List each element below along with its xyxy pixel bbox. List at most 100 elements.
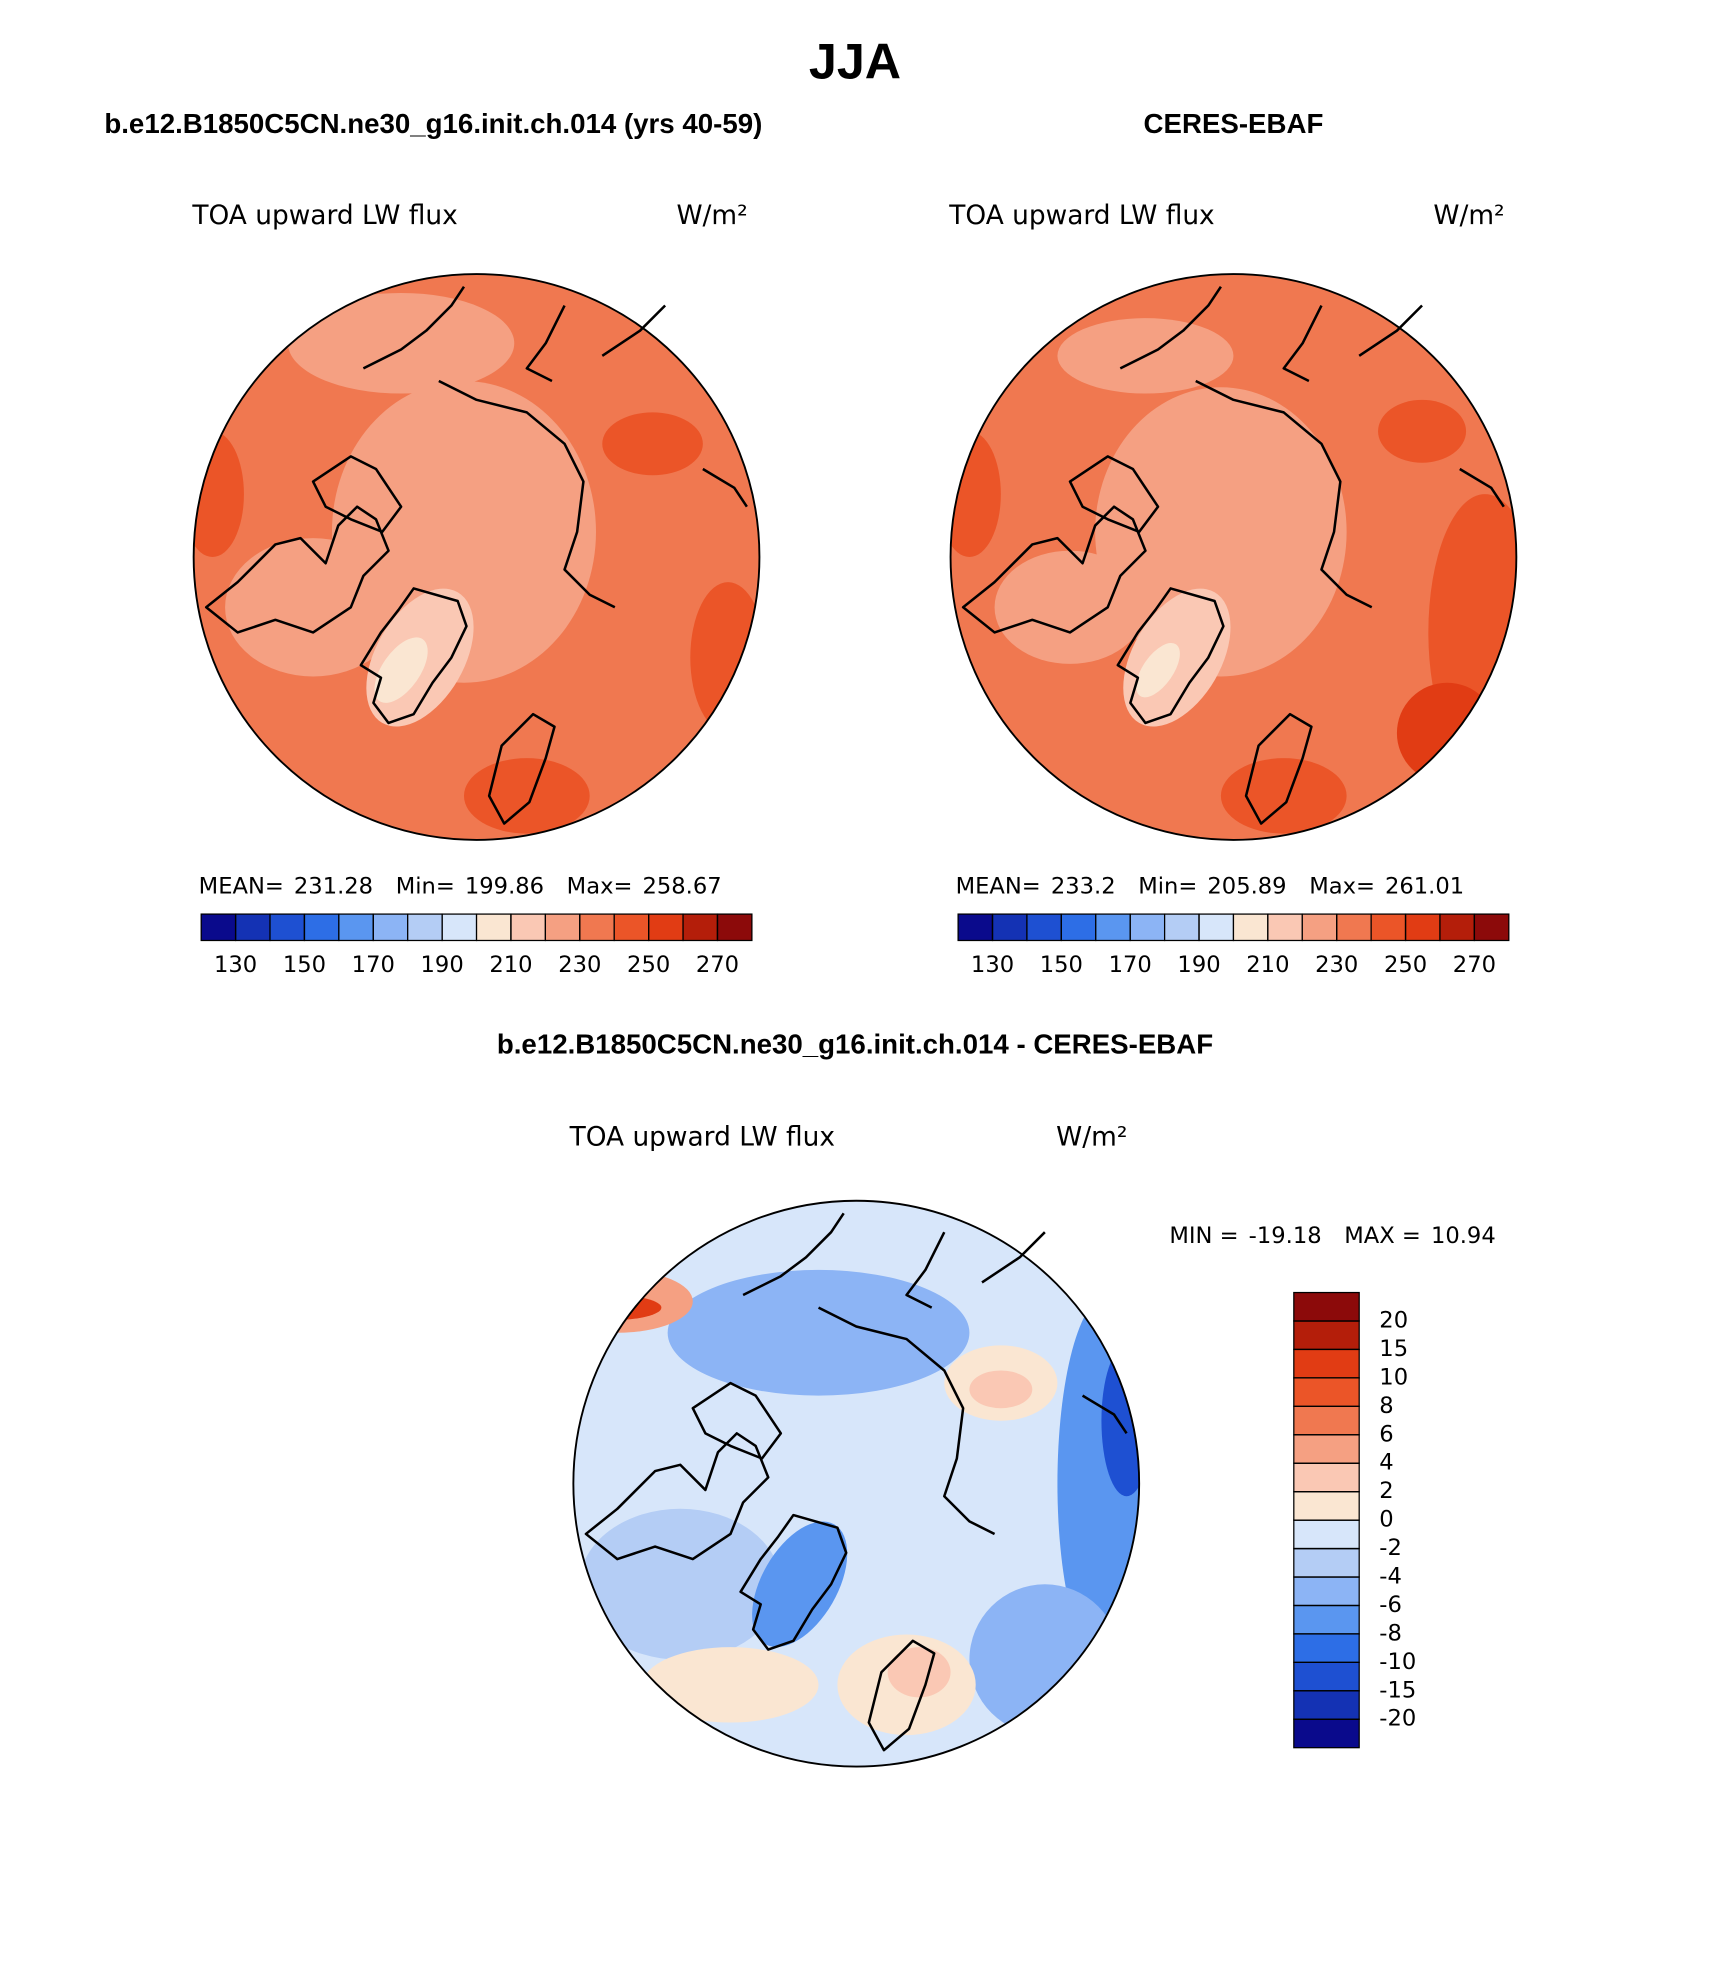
colorbar-label: 20 (1379, 1307, 1408, 1333)
colorbar-box (1293, 1661, 1360, 1692)
stat-label: MAX = (1344, 1222, 1421, 1248)
colorbar-label: -10 (1379, 1649, 1416, 1675)
stat-value: 258.67 (642, 873, 721, 899)
colorbar-box (303, 913, 340, 942)
colorbar-box (338, 913, 374, 942)
map-difference (572, 1199, 1141, 1768)
colorbar-box (1293, 1377, 1360, 1407)
colorbar-box (991, 913, 1028, 942)
stat-label: MEAN= (956, 873, 1041, 899)
colorbar-label: 150 (1040, 952, 1083, 978)
colorbar-box (613, 913, 650, 942)
colorbar-box (1293, 1718, 1360, 1749)
colorbar-box (510, 913, 547, 942)
colorbar-box (1232, 913, 1269, 942)
stat-value: 205.89 (1207, 873, 1286, 899)
colorbar-box (1404, 913, 1441, 942)
stat-value: 231.28 (294, 873, 373, 899)
colorbar-box (441, 913, 478, 942)
colorbar-box (475, 913, 512, 942)
colorbar-label: 190 (421, 952, 464, 978)
stats-line: MEAN= 233.2 Min= 205.89 Max= 261.01 (956, 873, 1465, 899)
stat-value: 10.94 (1431, 1222, 1496, 1248)
colorbar-box (1267, 913, 1303, 942)
stat-value: 261.01 (1385, 873, 1464, 899)
colorbar-box (957, 913, 994, 942)
stat-value: 199.86 (465, 873, 544, 899)
colorbar-label: 15 (1379, 1336, 1408, 1362)
colorbar-box (579, 913, 615, 942)
stat-label: Min= (396, 873, 455, 899)
colorbar-box (269, 913, 306, 942)
variable-label: TOA upward LW flux (569, 1121, 835, 1152)
colorbar-box (648, 913, 684, 942)
colorbar-label: 130 (214, 952, 257, 978)
colorbar-box (1439, 913, 1476, 942)
colorbar-box (1293, 1405, 1360, 1436)
colorbar-label: -15 (1379, 1677, 1416, 1703)
colorbar-label: 10 (1379, 1364, 1408, 1390)
colorbar-label: -8 (1379, 1620, 1402, 1646)
units-label: W/m² (1433, 200, 1504, 231)
colorbar-label: 250 (627, 952, 670, 978)
colorbar-box (407, 913, 443, 942)
colorbar-label: 230 (1315, 952, 1358, 978)
colorbar-label: 130 (971, 952, 1014, 978)
colorbar-box (1060, 913, 1097, 942)
stat-label: Max= (1309, 873, 1375, 899)
colorbar-box (1293, 1320, 1360, 1351)
colorbar-box (1293, 1519, 1360, 1550)
colorbar-box (1473, 913, 1510, 942)
colorbar-box (1301, 913, 1338, 942)
colorbar-label: 190 (1177, 952, 1220, 978)
colorbar-label: 6 (1379, 1421, 1393, 1447)
panel-title: CERES-EBAF (1144, 108, 1324, 139)
colorbar-box (716, 913, 753, 942)
colorbar-box (1198, 913, 1235, 942)
colorbar-label: 2 (1379, 1478, 1393, 1504)
stat-label: Max= (567, 873, 633, 899)
colorbar-box (1293, 1291, 1360, 1322)
colorbar-box (1293, 1690, 1360, 1720)
stats-line: MIN = -19.18 MAX = 10.94 (1169, 1222, 1495, 1248)
colorbar-box (1293, 1633, 1360, 1663)
colorbar-label: 170 (1109, 952, 1152, 978)
colorbar-box (1293, 1491, 1360, 1521)
colorbar-box (1129, 913, 1166, 942)
colorbar-box (1095, 913, 1131, 942)
stat-value: 233.2 (1051, 873, 1116, 899)
colorbar-box (1293, 1604, 1360, 1635)
stat-label: MIN = (1169, 1222, 1238, 1248)
colorbar-label: 150 (283, 952, 326, 978)
colorbar-box (200, 913, 237, 942)
colorbar-label: -6 (1379, 1592, 1402, 1618)
colorbar-box (234, 913, 271, 942)
colorbar-label: 270 (696, 952, 739, 978)
stat-label: Min= (1138, 873, 1197, 899)
figure-title: JJA (809, 33, 901, 90)
map-observation (949, 273, 1518, 841)
colorbar-box (1293, 1434, 1360, 1464)
colorbar-box (1293, 1576, 1360, 1607)
colorbar-box (1163, 913, 1200, 942)
colorbar-label: 210 (1246, 952, 1289, 978)
colorbar-box (1293, 1547, 1360, 1578)
colorbar-label: 170 (352, 952, 395, 978)
stat-label: MEAN= (199, 873, 284, 899)
colorbar-label: 0 (1379, 1507, 1393, 1533)
units-label: W/m² (676, 200, 747, 231)
variable-label: TOA upward LW flux (191, 200, 457, 231)
colorbar-label: 250 (1384, 952, 1427, 978)
colorbar-box (1336, 913, 1372, 942)
colorbar-box (1026, 913, 1062, 942)
panel-title: b.e12.B1850C5CN.ne30_g16.init.ch.014 - C… (497, 1028, 1213, 1059)
colorbar-label: 210 (489, 952, 532, 978)
colorbar-box (1293, 1348, 1360, 1379)
colorbar-box (372, 913, 409, 942)
colorbar-box (1370, 913, 1407, 942)
colorbar-label: -2 (1379, 1535, 1402, 1561)
stats-line: MEAN= 231.28 Min= 199.86 Max= 258.67 (199, 873, 722, 899)
units-label: W/m² (1056, 1121, 1127, 1152)
